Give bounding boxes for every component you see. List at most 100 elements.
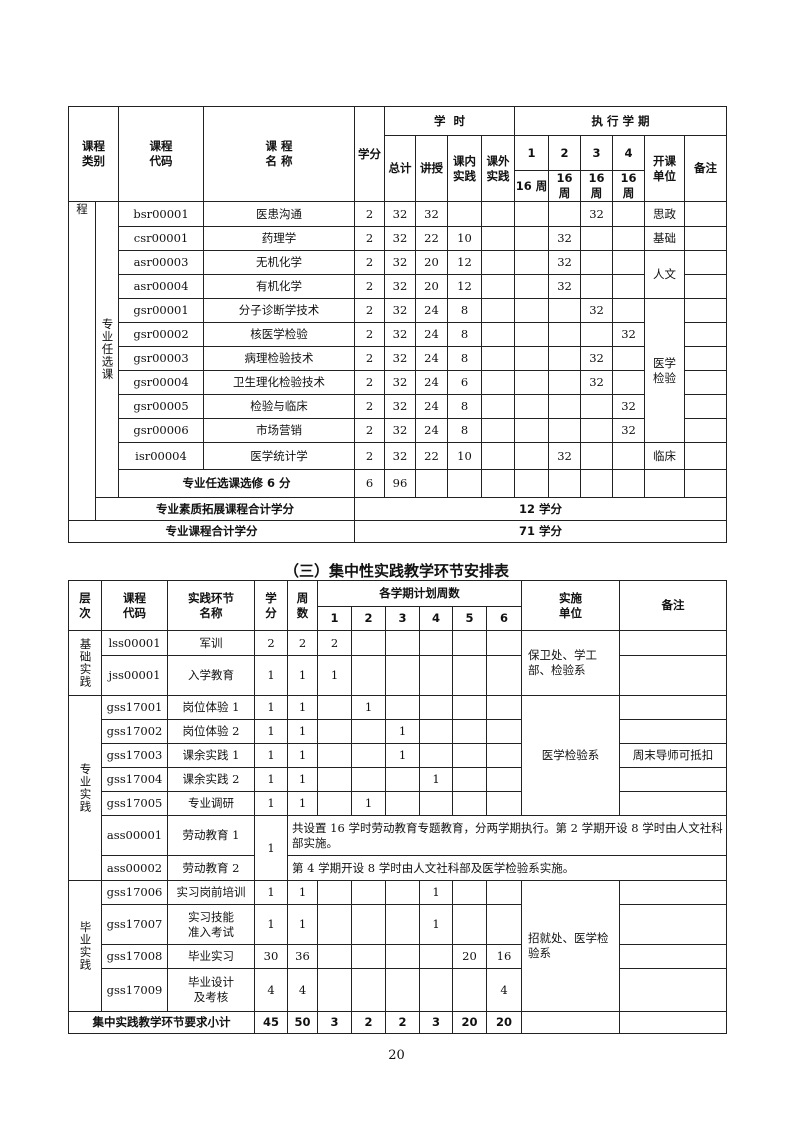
semester-1-weeks — [317, 968, 352, 1012]
practice-name: 毕业实习 — [167, 944, 255, 969]
outer-category: 程 — [68, 201, 96, 521]
course-code: isr00004 — [118, 442, 204, 470]
practice-name: 专业调研 — [167, 791, 255, 816]
semester-4-hours — [612, 226, 646, 251]
weeks: 4 — [287, 968, 318, 1012]
empty-cell — [415, 469, 448, 498]
course-name: 卫生理化检验技术 — [203, 370, 355, 395]
table-row: gsr00004 卫生理化检验技术 2 32 24 6 32 — [69, 370, 728, 395]
in-class-practice: 6 — [447, 370, 482, 395]
semester-2-weeks — [351, 767, 386, 792]
empty-cell — [548, 469, 582, 498]
header-unit: 实施 单位 — [521, 580, 620, 631]
footer-weeks: 50 — [287, 1011, 318, 1034]
credit: 2 — [354, 346, 385, 371]
credit: 2 — [354, 370, 385, 395]
weeks: 1 — [287, 880, 318, 905]
offering-unit: 人文 — [644, 250, 686, 299]
note — [684, 298, 728, 323]
course-name: 药理学 — [203, 226, 355, 251]
in-class-practice: 8 — [447, 346, 482, 371]
course-code: gsr00002 — [118, 322, 204, 347]
header-semester-6: 6 — [486, 606, 522, 631]
course-code: gss17002 — [101, 719, 168, 744]
semester-1-weeks: 2 — [317, 630, 352, 656]
course-code: gss17008 — [101, 944, 168, 969]
table-row: gss17003 课余实践 1 1 1 1 周末导师可抵扣 — [69, 743, 727, 768]
semester-1-weeks: 1 — [317, 655, 352, 696]
header-credit: 学 分 — [254, 580, 288, 631]
out-class-practice — [480, 346, 516, 371]
subtotal-row: 专业任选课选修 6 分 6 96 — [69, 469, 728, 498]
table-row: asr00004 有机化学 2 32 20 12 32 — [69, 274, 728, 299]
semester-4-weeks: 1 — [419, 904, 453, 945]
course-name: 病理检验技术 — [203, 346, 355, 371]
empty-cell — [521, 1011, 620, 1034]
semester-3-weeks: 1 — [385, 719, 420, 744]
quality-total-value: 12 学分 — [353, 497, 728, 521]
out-class-practice — [480, 370, 516, 395]
elective-course-table: 课程 类别 课程 代码 课 程 名 称 学分 学 时 执 行 学 期 总计 讲授… — [68, 106, 728, 543]
level-label: 基础实践 — [68, 630, 102, 696]
semester-1-weeks — [317, 767, 352, 792]
in-class-practice: 10 — [447, 226, 482, 251]
lecture-hours: 32 — [415, 201, 448, 227]
empty-cell — [514, 469, 550, 498]
semester-2-hours — [548, 418, 582, 443]
in-class-practice: 12 — [447, 274, 482, 299]
semester-3-weeks — [385, 767, 420, 792]
semester-3-weeks — [385, 944, 420, 969]
semester-1-hours — [514, 394, 550, 419]
semester-3-hours — [580, 394, 614, 419]
total-hours: 32 — [384, 346, 416, 371]
weeks: 1 — [287, 904, 318, 945]
footer-semester-3: 2 — [385, 1011, 420, 1034]
practice-name: 劳动教育 1 — [167, 815, 255, 856]
level-label: 毕业实践 — [68, 880, 102, 1012]
subtotal-label: 专业任选课选修 6 分 — [118, 469, 355, 498]
semester-4-weeks — [419, 944, 453, 969]
section-title: （三）集中性实践教学环节安排表 — [283, 562, 509, 580]
offering-unit: 思政 — [644, 201, 686, 227]
total-hours: 32 — [384, 370, 416, 395]
practice-name: 课余实践 2 — [167, 767, 255, 792]
weeks: 2 — [287, 630, 318, 656]
header-note: 备注 — [684, 135, 728, 202]
inner-category: 专业任选课 — [95, 201, 119, 498]
out-class-practice — [480, 226, 516, 251]
semester-2-weeks — [351, 743, 386, 768]
footer-semester-1: 3 — [317, 1011, 352, 1034]
semester-4-weeks — [419, 791, 453, 816]
footer-semester-5: 20 — [452, 1011, 487, 1034]
credit: 2 — [254, 630, 288, 656]
table-row: gsr00002 核医学检验 2 32 24 8 32 — [69, 322, 728, 347]
table-row: 专业实践 gss17001 岗位体验 1 1 1 1 医学检验系 — [68, 695, 727, 881]
semester-6-weeks — [486, 695, 522, 720]
total-hours: 32 — [384, 201, 416, 227]
table-row: isr00004 医学统计学 2 32 22 10 32 临床 — [69, 442, 728, 470]
credit: 2 — [354, 250, 385, 275]
semester-4-hours: 32 — [612, 322, 646, 347]
total-hours: 32 — [384, 322, 416, 347]
semester-4-weeks — [419, 743, 453, 768]
offering-unit: 基础 — [644, 226, 686, 251]
implementing-unit: 保卫处、学工部、检验系 — [521, 630, 620, 696]
semester-6-weeks: 4 — [486, 968, 522, 1012]
table-row: 毕业实践 gss17006 实习岗前培训 1 1 1 招就处、医学检验系 — [68, 880, 727, 1012]
semester-4-hours: 32 — [612, 418, 646, 443]
weeks: 1 — [287, 719, 318, 744]
empty-cell — [447, 469, 482, 498]
course-code: gsr00003 — [118, 346, 204, 371]
note — [684, 226, 728, 251]
course-name: 核医学检验 — [203, 322, 355, 347]
table-row: gsr00005 检验与临床 2 32 24 8 32 — [69, 394, 728, 419]
semester-4-hours — [612, 201, 646, 227]
course-name: 有机化学 — [203, 274, 355, 299]
semester-4-weeks — [419, 695, 453, 720]
credit: 2 — [354, 394, 385, 419]
header-name: 实践环节 名称 — [167, 580, 255, 631]
note — [684, 322, 728, 347]
semester-4-hours — [612, 298, 646, 323]
semester-6-weeks — [486, 655, 522, 696]
